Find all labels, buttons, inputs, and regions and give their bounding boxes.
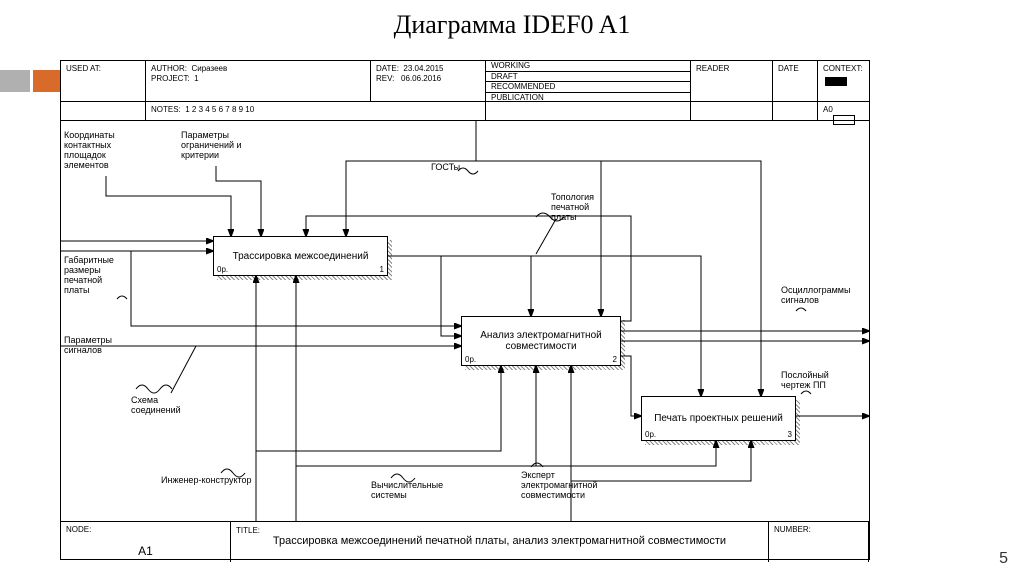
lbl-oscill: Осциллограммы сигналов (781, 286, 850, 306)
footer-title: TITLE: Трассировка межсоединений печатно… (231, 522, 769, 562)
lbl-calc: Вычислительные системы (371, 481, 443, 501)
lbl-schema: Схема соединений (131, 396, 181, 416)
header-row-1: USED AT: AUTHOR: Сиразеев PROJECT: 1 DAT… (61, 61, 869, 102)
lbl-topology: Топология печатной платы (551, 193, 594, 223)
lbl-params-crit: Параметры ограничений и критерии (181, 131, 242, 161)
footer-row: NODE: A1 TITLE: Трассировка межсоединени… (61, 521, 869, 562)
context-box-icon (825, 77, 847, 86)
hdr-reader: READER (691, 61, 773, 101)
header-row-2: NOTES: 1 2 3 4 5 6 7 8 9 10 A0 (61, 102, 869, 121)
lbl-params-sig: Параметры сигналов (64, 336, 112, 356)
hdr-status: WORKING DRAFT RECOMMENDED PUBLICATION (486, 61, 691, 101)
hdr-dates: DATE: 23.04.2015 REV: 06.06.2016 (371, 61, 486, 101)
slide-title: Диаграмма IDEF0 A1 (0, 10, 1024, 40)
activity-3: Печать проектных решений 0р.3 (641, 396, 796, 441)
lbl-engineer: Инженер-конструктор (161, 476, 252, 486)
hdr-used-at: USED AT: (61, 61, 146, 101)
lbl-gosts: ГОСТы (431, 163, 460, 173)
hdr-notes: NOTES: 1 2 3 4 5 6 7 8 9 10 (146, 102, 486, 120)
hdr-a0: A0 (818, 102, 869, 120)
page-number: 5 (999, 550, 1008, 568)
diagram-canvas: Трассировка межсоединений 0р.1 Анализ эл… (61, 121, 869, 521)
idef0-frame: USED AT: AUTHOR: Сиразеев PROJECT: 1 DAT… (60, 60, 870, 560)
footer-node: NODE: A1 (61, 522, 231, 562)
lbl-coords: Координаты контактных площадок элементов (64, 131, 115, 171)
lbl-gabar: Габаритные размеры печатной платы (64, 256, 114, 296)
accent-orange (33, 70, 63, 92)
lbl-expert: Эксперт электромагнитной совместимости (521, 471, 597, 501)
footer-number: NUMBER: (769, 522, 869, 562)
lbl-layer: Послойный чертеж ПП (781, 371, 829, 391)
hdr-rdate: DATE (773, 61, 818, 101)
accent-gray (0, 70, 30, 92)
hdr-context: CONTEXT: (818, 61, 869, 101)
hdr-author-project: AUTHOR: Сиразеев PROJECT: 1 (146, 61, 371, 101)
activity-1: Трассировка межсоединений 0р.1 (213, 236, 388, 276)
activity-2: Анализ электромагнитной совместимости 0р… (461, 316, 621, 366)
